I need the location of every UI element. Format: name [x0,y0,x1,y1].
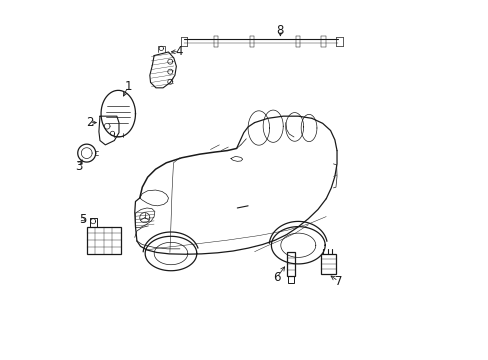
Text: 4: 4 [175,45,183,58]
Text: 3: 3 [75,160,82,173]
Text: 1: 1 [124,80,131,93]
Text: 5: 5 [79,213,87,226]
Text: 6: 6 [272,271,280,284]
Text: 8: 8 [276,24,284,37]
Text: 7: 7 [334,275,342,288]
Bar [86,226,121,253]
Bar [287,276,293,283]
Bar [286,252,294,276]
Text: 2: 2 [86,116,93,129]
Bar [320,254,335,274]
